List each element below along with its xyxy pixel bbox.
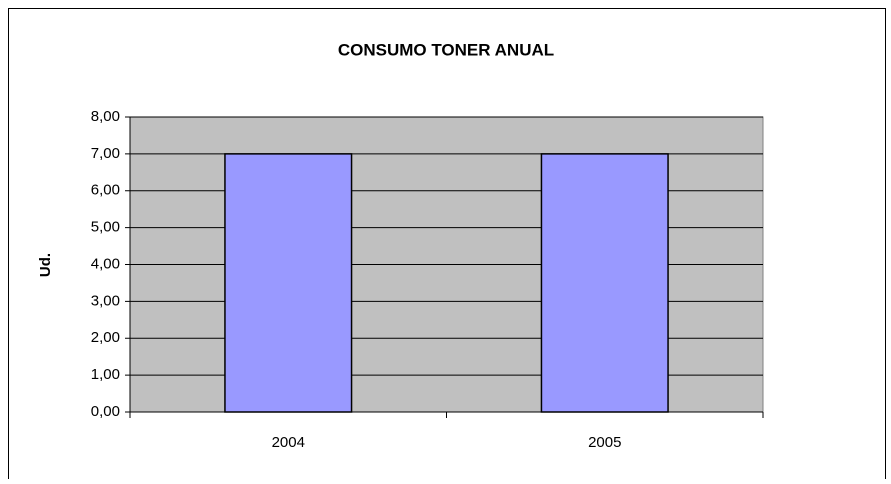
y-tick-label: 3,00 <box>91 292 120 309</box>
y-tick-label: 8,00 <box>91 108 120 125</box>
y-tick-label: 7,00 <box>91 145 120 162</box>
bar <box>540 153 669 413</box>
y-tick-label: 6,00 <box>91 182 120 199</box>
y-tick-label: 2,00 <box>91 329 120 346</box>
y-tick-label: 0,00 <box>91 403 120 420</box>
bar <box>224 153 353 413</box>
y-tick-label: 4,00 <box>91 255 120 272</box>
chart-title: CONSUMO TONER ANUAL <box>338 40 554 59</box>
x-tick-label: 2005 <box>588 434 621 451</box>
y-axis-label: Ud. <box>37 253 54 277</box>
y-tick-label: 1,00 <box>91 366 120 383</box>
x-tick-label: 2004 <box>272 434 305 451</box>
y-tick-label: 5,00 <box>91 219 120 236</box>
